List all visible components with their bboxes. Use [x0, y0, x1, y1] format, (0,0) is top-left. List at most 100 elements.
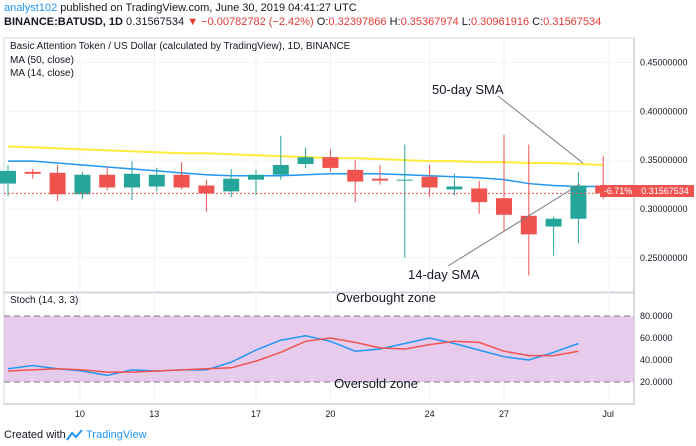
- high-value: 0.35367974: [400, 16, 459, 28]
- candle: [223, 168, 240, 198]
- last-price-badge: [636, 185, 694, 197]
- candle-body: [74, 174, 91, 195]
- candle-body: [322, 157, 339, 168]
- candle: [520, 144, 537, 276]
- axis-labels: 0.25000000 0.30000000 0.35000000 0.40000000…: [75, 57, 688, 419]
- open-label: O:: [316, 16, 329, 28]
- stoch-d-series: [7, 337, 579, 373]
- price-pane-frame: [3, 37, 635, 293]
- chart-area[interactable]: 0.25000000 0.30000000 0.35000000 0.40000000…: [0, 32, 696, 424]
- time-tick-label: 13: [149, 409, 159, 419]
- candle: [570, 171, 587, 244]
- last-price-text: 0.31567534: [641, 186, 689, 196]
- chart-title: Basic Attention Token / US Dollar (calcu…: [10, 41, 351, 52]
- close-value: 0.31567534: [126, 16, 185, 28]
- candle: [248, 169, 264, 196]
- time-tick-label: 17: [251, 409, 261, 419]
- tradingview-brand[interactable]: TradingView: [86, 429, 147, 441]
- candle: [272, 135, 289, 180]
- candle-body: [0, 170, 16, 184]
- candle: [372, 165, 388, 185]
- time-tick-label: 27: [499, 409, 509, 419]
- change-value: −0.00782782 (−2.42%): [201, 16, 314, 28]
- symbol-label: BINANCE:BATUSD, 1D: [4, 16, 123, 28]
- stoch-lines: [7, 335, 579, 377]
- footer: Created with TradingView: [0, 424, 696, 446]
- tradingview-logo-icon: [66, 429, 83, 441]
- header-bar: analyst102 published on TradingView.com,…: [0, 0, 696, 32]
- candle: [347, 160, 364, 203]
- time-tick-label: 24: [425, 409, 435, 419]
- price-tick-label: 0.35000000: [640, 155, 688, 165]
- candle: [471, 180, 488, 214]
- time-tick-label: Jul: [602, 409, 614, 419]
- high-label: H:: [389, 16, 401, 28]
- close-value-ohlc: 0.31567534: [543, 16, 602, 28]
- stoch-title: Stoch (14, 3, 3): [10, 295, 78, 306]
- grid: [4, 38, 634, 404]
- stoch-tick-label: 20.0000: [640, 377, 673, 387]
- candle-body: [372, 178, 388, 181]
- candle: [421, 165, 438, 198]
- candle-body: [396, 179, 413, 181]
- price-tick-label: 0.45000000: [640, 57, 688, 67]
- created-with-text: Created with: [4, 429, 66, 441]
- stoch-band-fill: [4, 316, 634, 382]
- candle-body: [124, 173, 140, 188]
- candle-body: [223, 178, 240, 192]
- candle-body: [347, 169, 364, 182]
- publish-line: analyst102 published on TradingView.com,…: [4, 2, 357, 14]
- candle-body: [173, 174, 190, 188]
- annotation-ma14: 14-day SMA: [408, 267, 480, 282]
- candle: [322, 149, 339, 172]
- oversold-label: Oversold zone: [334, 376, 418, 391]
- low-value: 0.30961916: [470, 16, 530, 28]
- candle: [24, 168, 41, 179]
- candle: [198, 179, 215, 212]
- candle-body: [496, 198, 512, 215]
- candle-body: [421, 176, 438, 188]
- candle: [49, 165, 66, 202]
- stoch-tick-label: 60.0000: [640, 333, 673, 343]
- candle-body: [471, 188, 488, 203]
- price-tick-label: 0.25000000: [640, 253, 688, 263]
- candle-body: [446, 186, 463, 190]
- candle: [173, 162, 190, 190]
- annotation-ma14-pointer: [447, 183, 581, 267]
- candle-body: [297, 157, 314, 165]
- candle-body: [570, 185, 587, 219]
- legend-ma50: MA (50, close): [10, 55, 74, 66]
- price-tick-label: 0.30000000: [640, 204, 688, 214]
- candle-body: [99, 174, 116, 188]
- change-badge: [600, 185, 636, 197]
- stoch-tick-label: 80.0000: [640, 311, 673, 321]
- candle-body: [520, 215, 537, 235]
- close-label: C:: [532, 16, 544, 28]
- symbol-line: BINANCE:BATUSD, 1D 0.31567534 ▼ −0.00782…: [4, 16, 601, 28]
- candle: [396, 144, 413, 258]
- change-badge-text: -6.71%: [604, 186, 633, 196]
- annotation-ma50-pointer: [497, 95, 584, 164]
- candle: [0, 165, 16, 197]
- candle: [446, 173, 463, 196]
- candle: [148, 167, 165, 192]
- candle-body: [248, 174, 264, 180]
- published-text: published on TradingView.com, June 30, 2…: [60, 2, 357, 14]
- stoch-band: [4, 315, 634, 383]
- candle-body: [148, 174, 165, 187]
- overbought-label: Overbought zone: [336, 290, 436, 305]
- annotation-ma50: 50-day SMA: [432, 82, 504, 97]
- candle: [496, 134, 512, 232]
- time-tick-label: 20: [325, 409, 335, 419]
- legend-ma14: MA (14, close): [10, 68, 74, 79]
- candle: [74, 171, 91, 200]
- candle: [545, 216, 562, 256]
- time-tick-label: 10: [75, 409, 85, 419]
- author-link[interactable]: analyst102: [4, 2, 58, 14]
- candle-body: [49, 172, 66, 195]
- price-tick-label: 0.40000000: [640, 106, 688, 116]
- candle: [99, 166, 116, 191]
- open-value: 0.32397866: [328, 16, 387, 28]
- candle-body: [545, 218, 562, 227]
- candle-body: [198, 185, 215, 194]
